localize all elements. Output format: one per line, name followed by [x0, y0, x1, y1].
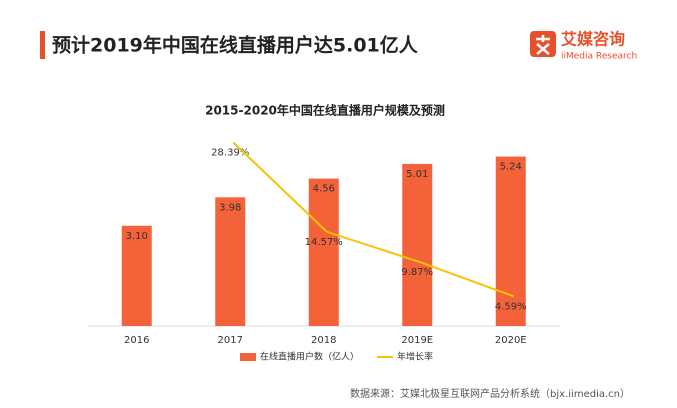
bar [308, 178, 339, 326]
legend-swatch [240, 353, 256, 361]
line [232, 141, 515, 298]
x-tick-label: 2017 [218, 335, 243, 346]
logo-text: 艾媒咨询 [561, 30, 625, 49]
logo-icon [530, 31, 556, 57]
x-tick-label: 2019E [401, 335, 433, 346]
legend-label: 在线直播用户数（亿人） [260, 351, 359, 363]
line-label: 9.87% [401, 267, 433, 278]
bar-label: 3.10 [126, 231, 148, 242]
x-tick-label: 2020E [495, 335, 527, 346]
bar [215, 197, 246, 326]
x-tick-label: 2016 [124, 335, 149, 346]
logo-glyph [536, 35, 550, 55]
bar [121, 225, 152, 326]
title-accent [40, 31, 45, 59]
x-tick-label: 2018 [311, 335, 336, 346]
bar [495, 156, 526, 326]
source: 数据来源：艾媒北极星互联网产品分析系统（bjx.iimedia.cn） [350, 387, 630, 400]
chart-title: 2015-2020年中国在线直播用户规模及预测 [205, 103, 445, 118]
bar [402, 164, 433, 326]
bar-label: 3.98 [219, 202, 241, 213]
legend-label: 年增长率 [397, 351, 433, 363]
bar-label: 5.01 [406, 169, 428, 180]
page-title: 预计2019年中国在线直播用户达5.01亿人 [52, 34, 419, 57]
line-label: 14.57% [305, 237, 343, 248]
line-label: 4.59% [495, 301, 527, 312]
logo-sub: iiMedia Research [561, 52, 637, 62]
bar-label: 5.24 [500, 162, 522, 173]
line-label: 28.39% [211, 147, 249, 158]
bar-label: 4.56 [313, 184, 335, 195]
